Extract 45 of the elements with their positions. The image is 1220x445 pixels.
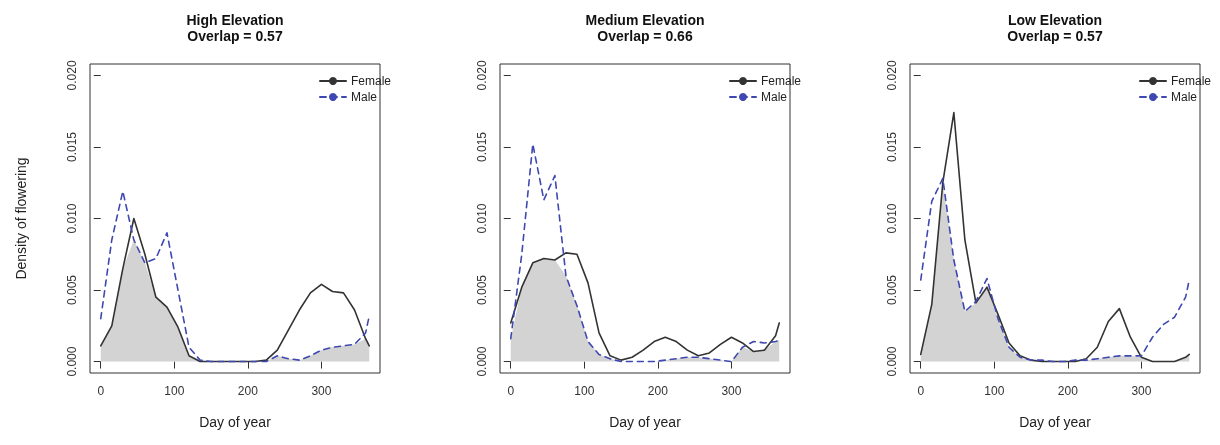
chart-subtitle: Overlap = 0.57 (1007, 28, 1103, 44)
y-tick-label: 0.020 (475, 60, 489, 91)
x-axis-title: Day of year (1019, 414, 1092, 430)
x-tick-label: 0 (97, 384, 105, 398)
x-tick-label: 0 (507, 384, 515, 398)
x-tick-label: 300 (311, 384, 332, 398)
y-tick-label: 0.005 (475, 274, 489, 306)
y-tick-label: 0.010 (65, 203, 79, 234)
y-tick-label: 0.000 (65, 346, 79, 377)
chart-title: Medium Elevation (585, 12, 705, 28)
x-tick-label: 300 (721, 384, 742, 398)
y-axis-title: Density of flowering (13, 157, 29, 280)
x-tick-label: 100 (574, 384, 595, 398)
y-tick-label: 0.010 (885, 203, 899, 234)
chart-subtitle: Overlap = 0.66 (597, 28, 693, 44)
y-tick-label: 0.000 (475, 346, 489, 377)
y-tick-label: 0.020 (65, 60, 79, 91)
x-tick-label: 0 (917, 384, 925, 398)
chart-title: Low Elevation (1007, 12, 1103, 28)
y-tick-label: 0.010 (475, 203, 489, 234)
line-series (99, 190, 371, 363)
x-tick-label: 100 (164, 384, 185, 398)
y-tick-label: 0.015 (65, 131, 79, 162)
y-tick-label: 0.015 (475, 131, 489, 162)
legend-label: Female (1170, 74, 1212, 88)
legend-label: Male (1170, 90, 1198, 104)
chart-subtitle: Overlap = 0.57 (187, 28, 283, 44)
y-tick-label: 0.020 (885, 60, 899, 91)
y-tick-label: 0.000 (885, 346, 899, 377)
x-tick-label: 200 (647, 384, 669, 398)
legend-label: Female (350, 74, 392, 88)
legend-label: Male (350, 90, 378, 104)
legend-label: Female (760, 74, 802, 88)
y-tick-label: 0.005 (65, 274, 79, 306)
x-axis-title: Day of year (199, 414, 272, 430)
x-tick-label: 200 (1057, 384, 1079, 398)
x-axis-title: Day of year (609, 414, 682, 430)
x-tick-label: 100 (984, 384, 1005, 398)
x-tick-label: 200 (237, 384, 259, 398)
y-tick-label: 0.005 (885, 274, 899, 306)
x-tick-label: 300 (1131, 384, 1152, 398)
legend-label: Male (760, 90, 788, 104)
y-tick-label: 0.015 (885, 131, 899, 162)
line-series (509, 143, 781, 363)
chart-title: High Elevation (186, 12, 284, 28)
